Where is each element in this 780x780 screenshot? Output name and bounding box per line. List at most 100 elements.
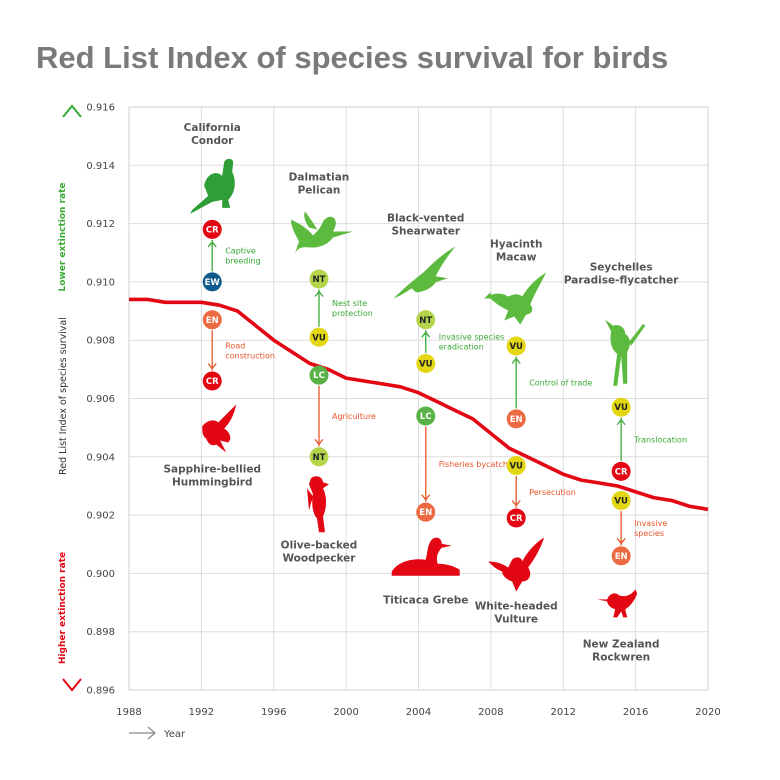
status-badge-en	[506, 409, 526, 429]
arrow-head-icon	[421, 494, 431, 501]
status-badge-text: EN	[615, 552, 628, 562]
y-axis-label: Red List Index of species survival	[58, 317, 69, 475]
status-badge-en	[202, 310, 222, 330]
plot-frame	[128, 106, 709, 691]
species-name: Hyacinth	[490, 239, 543, 251]
event-label: Nest site	[332, 299, 367, 308]
status-badge-nt	[416, 310, 436, 330]
species-name: Black-vented	[387, 212, 464, 224]
series-layer	[129, 297, 709, 512]
species-name: California	[184, 122, 241, 134]
species-name: Condor	[191, 135, 234, 147]
y-tick-label: 0.896	[86, 686, 115, 697]
status-badge-lc	[309, 365, 329, 385]
y-tick-label: 0.908	[86, 336, 115, 347]
event-label: eradication	[439, 343, 484, 352]
species-name: Olive-backed	[281, 539, 358, 551]
x-tick-label: 2000	[333, 707, 358, 718]
event-label: Translocation	[633, 435, 687, 444]
status-badge-text: EN	[206, 316, 219, 326]
status-badge-text: NT	[313, 275, 326, 285]
macaw-icon	[484, 272, 547, 325]
status-badge-nt	[309, 447, 329, 467]
status-badge-text: NT	[419, 316, 432, 326]
status-badge-cr	[202, 371, 222, 391]
arrow-head-icon	[207, 363, 217, 370]
hummingbird-icon	[182, 404, 237, 453]
status-badge-text: VU	[509, 462, 523, 472]
arrow-head-icon	[314, 290, 324, 297]
shearwater-icon	[393, 246, 456, 299]
status-badge-text: VU	[312, 333, 326, 343]
y-tick-label: 0.916	[86, 103, 115, 114]
status-badge-nt	[309, 269, 329, 289]
chart-title: Red List Index of species survival for b…	[36, 40, 668, 75]
event-label: Agriculture	[332, 412, 376, 421]
species-name: Rockwren	[592, 651, 650, 663]
species-name: Macaw	[496, 252, 537, 264]
arrow-head-icon	[616, 418, 626, 426]
status-badge-vu	[506, 336, 526, 356]
x-axis-label-group: Year	[129, 726, 186, 740]
y-tick-label: 0.914	[86, 161, 115, 172]
arrow-head-icon	[616, 538, 626, 545]
y-tick-label: 0.900	[86, 569, 115, 580]
status-badge-text: CR	[206, 377, 219, 387]
event-label: Fisheries bycatch	[439, 460, 508, 469]
grebe-icon	[391, 537, 460, 576]
y-tick-label: 0.906	[86, 394, 115, 405]
arrow-head-icon	[511, 500, 521, 507]
status-badge-text: VU	[614, 497, 628, 507]
y-tick-label: 0.910	[86, 277, 115, 288]
status-badge-lc	[416, 406, 436, 426]
event-label: Control of trade	[529, 378, 592, 387]
status-badge-text: EN	[510, 415, 523, 425]
status-badge-text: VU	[509, 342, 523, 352]
status-badge-en	[416, 502, 436, 522]
status-badge-text: CR	[615, 467, 628, 477]
y-tick-label: 0.912	[86, 219, 115, 230]
event-label: protection	[332, 309, 373, 318]
annotation-flycatcher: Translocation CR VU SeychellesParadise-flyc…	[564, 262, 687, 481]
higher-extinction-label: Higher extinction rate	[58, 552, 68, 664]
status-badge-en	[611, 546, 631, 566]
condor-icon	[190, 158, 235, 214]
annotation-grebe: Fisheries bycatch LC EN Titicaca Grebe	[383, 406, 508, 607]
event-label: Road	[225, 341, 245, 350]
pelican-icon	[291, 211, 353, 254]
extinction-rate-arrow	[62, 104, 82, 692]
status-badge-text: CR	[510, 514, 523, 524]
species-name: Seychelles	[590, 262, 653, 274]
status-badge-text: EW	[205, 278, 221, 288]
status-badge-cr	[611, 461, 631, 481]
status-badge-cr	[202, 219, 222, 239]
species-name: Pelican	[298, 184, 341, 196]
vulture-icon	[488, 537, 545, 592]
species-name: Paradise-flycatcher	[564, 275, 679, 287]
species-name: Dalmatian	[289, 171, 350, 183]
event-label: Invasive species	[439, 333, 505, 342]
arrow-head-icon	[421, 331, 431, 338]
year-arrow-icon	[129, 726, 156, 740]
event-label: Invasive	[634, 519, 667, 528]
event-label: breeding	[225, 257, 260, 266]
species-name: Woodpecker	[282, 552, 356, 564]
y-tick-label: 0.898	[86, 627, 115, 638]
arrow-up-head-icon	[62, 104, 82, 118]
arrow-head-icon	[207, 240, 217, 248]
species-name: Titicaca Grebe	[383, 595, 468, 607]
y-tick-labels: 0.916 0.914 0.912 0.910 0.908 0.906 0.904 0.902…	[86, 103, 115, 697]
x-tick-labels: 1988 1992 1996 2000 2004 2008 2012 2016 2020	[116, 707, 720, 718]
arrow-head-icon	[314, 438, 324, 446]
status-badge-vu	[506, 456, 526, 476]
arrow-down-head-icon	[62, 678, 82, 692]
